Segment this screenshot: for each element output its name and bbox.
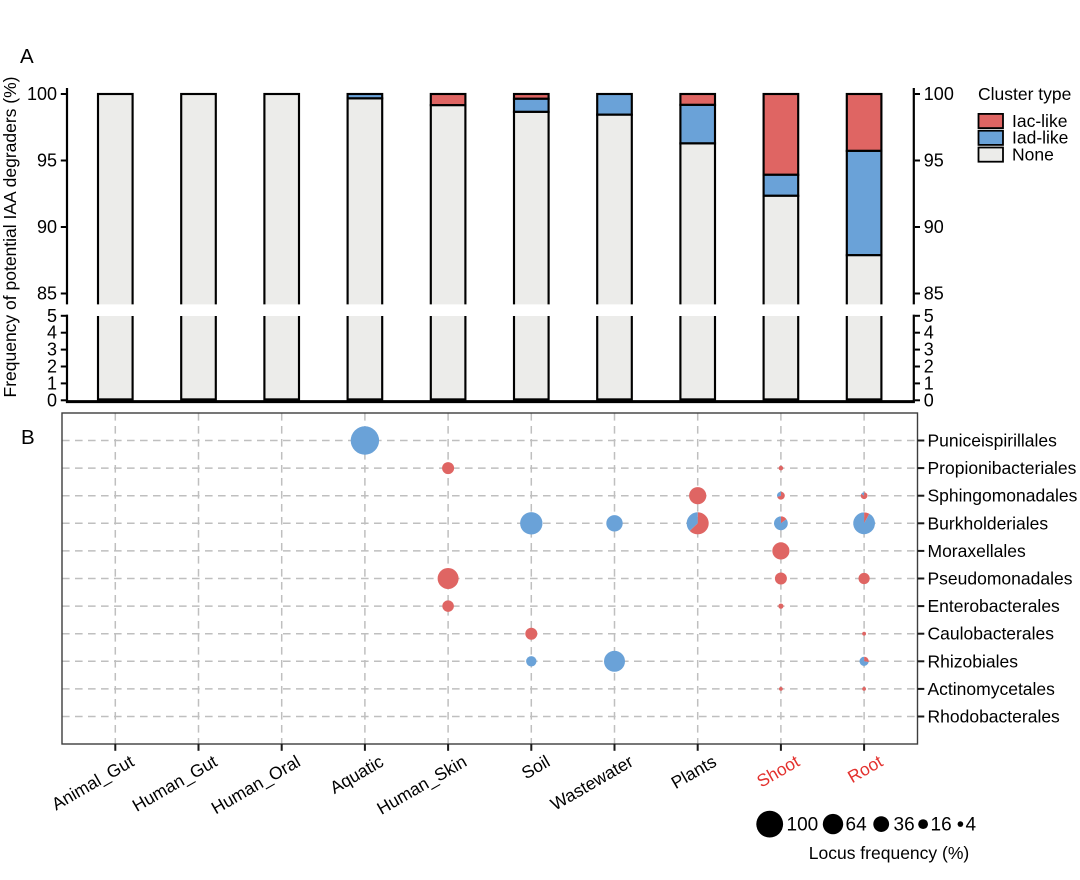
svg-text:64: 64 [846, 815, 868, 836]
svg-text:90: 90 [37, 217, 57, 237]
svg-text:3: 3 [47, 340, 57, 360]
svg-text:Burkholderiales: Burkholderiales [928, 513, 1049, 533]
svg-text:Propionibacteriales: Propionibacteriales [928, 458, 1077, 478]
svg-text:4: 4 [966, 815, 977, 836]
svg-text:4: 4 [47, 323, 57, 343]
svg-text:5: 5 [924, 306, 934, 326]
svg-text:Pseudomonadales: Pseudomonadales [928, 569, 1073, 589]
svg-text:Cluster type: Cluster type [978, 84, 1071, 104]
svg-text:90: 90 [924, 217, 944, 237]
svg-text:2: 2 [47, 357, 57, 377]
svg-text:36: 36 [894, 815, 915, 836]
svg-text:Rhodobacterales: Rhodobacterales [928, 707, 1061, 727]
svg-text:Frequency of potential IAA deg: Frequency of potential IAA degraders (%) [0, 76, 20, 397]
svg-text:95: 95 [37, 151, 57, 171]
svg-text:Moraxellales: Moraxellales [928, 541, 1026, 561]
svg-text:Rhizobiales: Rhizobiales [928, 651, 1019, 671]
svg-text:95: 95 [924, 151, 944, 171]
svg-text:85: 85 [924, 284, 944, 304]
svg-text:5: 5 [47, 306, 57, 326]
svg-text:3: 3 [924, 340, 934, 360]
svg-text:Iad-like: Iad-like [1012, 128, 1068, 148]
svg-text:2: 2 [924, 357, 934, 377]
svg-text:0: 0 [47, 390, 57, 410]
svg-text:4: 4 [924, 323, 934, 343]
svg-text:Sphingomonadales: Sphingomonadales [928, 486, 1078, 506]
svg-text:100: 100 [27, 84, 57, 104]
svg-text:Actinomycetales: Actinomycetales [928, 679, 1056, 699]
svg-text:Iac-like: Iac-like [1012, 111, 1067, 131]
svg-text:None: None [1012, 145, 1054, 165]
svg-text:16: 16 [931, 815, 952, 836]
svg-text:1: 1 [924, 373, 934, 393]
svg-text:B: B [21, 426, 35, 449]
svg-text:Puniceispirillales: Puniceispirillales [928, 431, 1058, 451]
svg-text:A: A [20, 45, 34, 68]
svg-text:1: 1 [47, 373, 57, 393]
svg-text:Locus frequency (%): Locus frequency (%) [809, 843, 970, 863]
svg-text:Enterobacterales: Enterobacterales [928, 596, 1061, 616]
svg-text:0: 0 [924, 390, 934, 410]
svg-text:100: 100 [924, 84, 954, 104]
svg-text:85: 85 [37, 284, 57, 304]
svg-text:100: 100 [787, 815, 819, 836]
svg-text:Caulobacterales: Caulobacterales [928, 624, 1055, 644]
